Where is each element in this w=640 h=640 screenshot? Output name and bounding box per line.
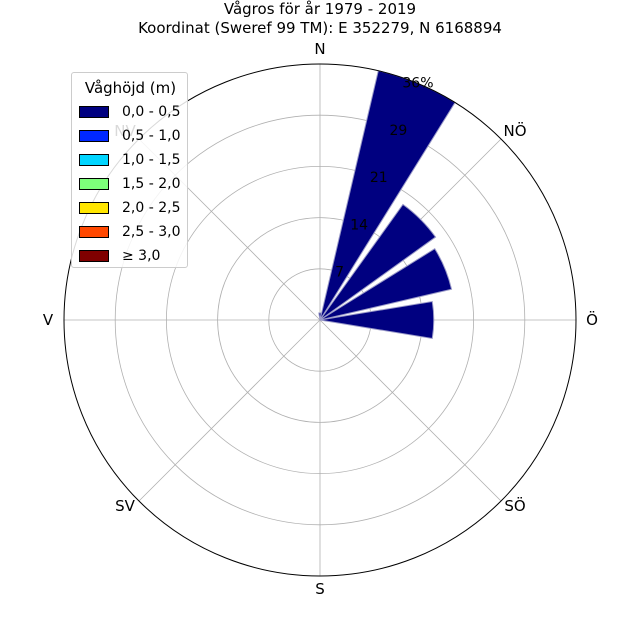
legend-swatch xyxy=(79,226,109,238)
direction-label: S xyxy=(315,580,325,598)
chart-title: Vågros för år 1979 - 2019 xyxy=(223,0,417,18)
legend-item: ≥ 3,0 xyxy=(79,248,160,264)
legend-swatch xyxy=(79,178,109,190)
legend-swatch xyxy=(79,106,109,118)
radial-tick-label: 36% xyxy=(402,75,433,91)
radial-tick-label: 21 xyxy=(370,170,388,186)
legend-item: 0,0 - 0,5 xyxy=(79,104,180,120)
radial-tick-label: 7 xyxy=(335,265,344,281)
direction-label: SÖ xyxy=(504,496,525,515)
legend-label: 1,0 - 1,5 xyxy=(122,152,181,168)
grid-spoke xyxy=(138,319,321,502)
legend-title: Våghöjd (m) xyxy=(84,79,177,97)
legend-label: ≥ 3,0 xyxy=(122,248,161,264)
legend-label: 2,5 - 3,0 xyxy=(122,224,181,240)
legend-swatch xyxy=(79,202,109,214)
legend-item: 2,0 - 2,5 xyxy=(79,200,180,216)
rose-bar xyxy=(319,300,435,340)
legend: Våghöjd (m) 0,0 - 0,5 0,5 - 1,0 1,0 - 1,5 1… xyxy=(71,72,188,268)
legend-item: 0,5 - 1,0 xyxy=(79,128,180,144)
legend-item: 1,5 - 2,0 xyxy=(79,176,180,192)
direction-label: Ö xyxy=(586,310,598,329)
chart-subtitle: Koordinat (Sweref 99 TM): E 352279, N 61… xyxy=(138,19,502,37)
legend-swatch xyxy=(79,130,109,142)
rose-bar xyxy=(319,248,453,321)
direction-label: SV xyxy=(115,497,136,515)
radial-tick-label: 14 xyxy=(350,217,368,233)
direction-label: NÖ xyxy=(504,121,527,140)
legend-item: 1,0 - 1,5 xyxy=(79,152,180,168)
direction-label: N xyxy=(314,40,325,58)
legend-swatch xyxy=(79,154,109,166)
legend-item: 2,5 - 3,0 xyxy=(79,224,180,240)
legend-label: 0,5 - 1,0 xyxy=(122,128,181,144)
legend-label: 0,0 - 0,5 xyxy=(122,104,181,120)
outer-circle xyxy=(63,63,577,577)
legend-label: 2,0 - 2,5 xyxy=(122,200,181,216)
radial-tick-label: 29 xyxy=(389,123,407,139)
direction-label: V xyxy=(43,311,54,329)
rose-bar xyxy=(319,203,437,321)
legend-swatch xyxy=(79,250,109,262)
grid-spoke xyxy=(319,319,502,502)
legend-label: 1,5 - 2,0 xyxy=(122,176,181,192)
